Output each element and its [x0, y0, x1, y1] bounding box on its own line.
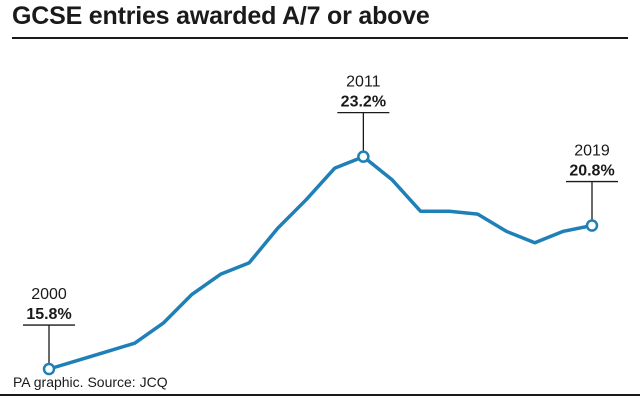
source-note: PA graphic. Source: JCQ [13, 374, 168, 390]
annotation-value-2011: 23.2% [341, 94, 386, 111]
point-marker-2011 [357, 150, 370, 163]
annotation-value-2000: 15.8% [26, 306, 71, 323]
point-marker-2000 [42, 362, 56, 376]
annotation-leaders [23, 112, 618, 364]
annotation-year-2011: 2011 [346, 74, 381, 91]
series-line [47, 154, 594, 371]
point-markers [42, 150, 599, 376]
annotation-value-2019: 20.8% [569, 163, 614, 180]
chart-title: GCSE entries awarded A/7 or above [12, 2, 430, 30]
point-marker-2019 [585, 219, 599, 232]
annotation-year-2019: 2019 [574, 143, 610, 160]
annotation-year-2000: 2000 [31, 286, 67, 303]
title-divider [12, 37, 628, 39]
annotation-labels: 2000 15.8% 2011 23.2% 2019 20.8% [26, 74, 614, 323]
bottom-divider [0, 394, 640, 396]
